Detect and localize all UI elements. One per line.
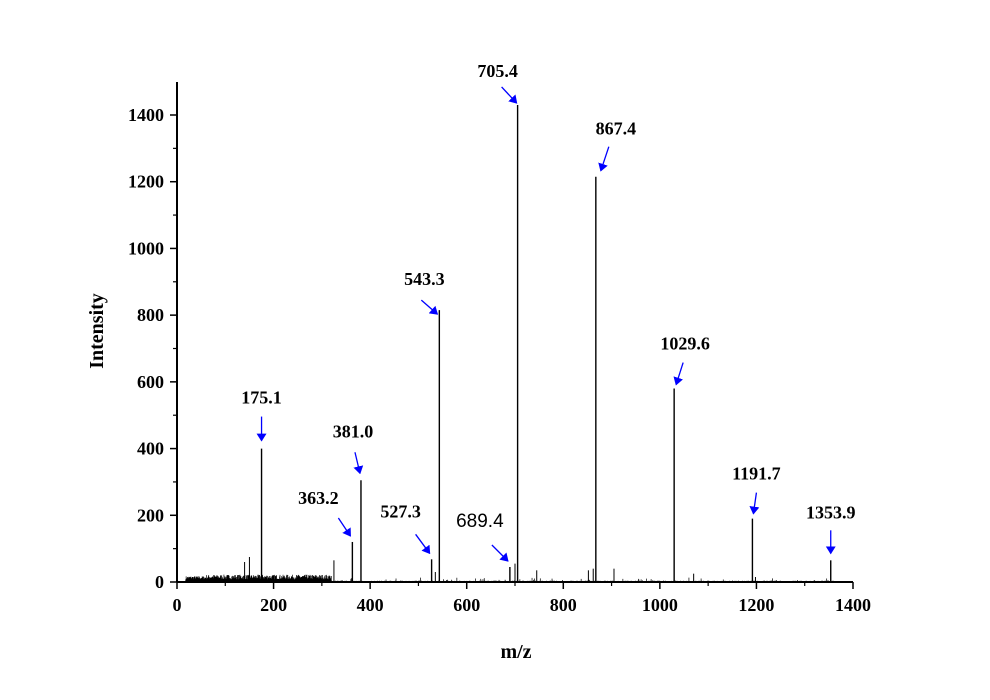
peak-arrow	[749, 492, 760, 515]
peak-label: 175.1	[241, 388, 282, 408]
x-tick-label: 1000	[642, 595, 678, 615]
peak-arrow	[353, 452, 364, 475]
peak-label: 1353.9	[806, 502, 856, 522]
peak-arrow	[420, 299, 439, 315]
x-tick-label: 0	[173, 595, 182, 615]
peak-label: 381.0	[333, 421, 374, 441]
peak-label: 689.4	[456, 511, 504, 532]
axis-ticks: 0 200 400 600 800 1000 1200 1400 0 200 400 600 800 10…	[128, 105, 871, 615]
peak-arrow	[501, 86, 518, 104]
y-tick-label: 0	[155, 572, 164, 592]
y-tick-label: 800	[137, 305, 164, 325]
peak-arrow	[415, 533, 431, 555]
spectrum-peaks	[244, 104, 832, 582]
peak-label: 363.2	[298, 488, 339, 508]
peak-arrow	[491, 544, 509, 562]
y-tick-label: 400	[137, 439, 164, 459]
x-tick-label: 800	[550, 595, 577, 615]
peak-annotations: 175.1 363.2 381.0 527.3 543.3 689.4 705.4 867.4…	[241, 61, 856, 562]
x-tick-label: 1400	[835, 595, 871, 615]
peak-arrow	[673, 362, 684, 386]
axes	[176, 82, 853, 583]
y-tick-label: 1400	[128, 105, 164, 125]
peak-label: 1029.6	[660, 334, 710, 354]
x-tick-label: 1200	[738, 595, 774, 615]
x-tick-label: 600	[453, 595, 480, 615]
peak-arrow	[337, 517, 351, 537]
peak-label: 527.3	[380, 501, 421, 521]
y-tick-label: 1000	[128, 238, 164, 258]
peak-label: 867.4	[596, 119, 637, 139]
peak-arrow	[598, 146, 610, 172]
y-tick-label: 600	[137, 372, 164, 392]
y-tick-label: 200	[137, 505, 164, 525]
peak-label: 705.4	[477, 61, 518, 81]
y-axis-title: Intensity	[86, 293, 108, 369]
x-axis-title: m/z	[500, 641, 531, 663]
x-tick-label: 200	[260, 595, 287, 615]
peak-label: 1191.7	[732, 464, 781, 484]
x-tick-label: 400	[357, 595, 384, 615]
peak-label: 543.3	[404, 269, 445, 289]
y-tick-label: 1200	[128, 172, 164, 192]
